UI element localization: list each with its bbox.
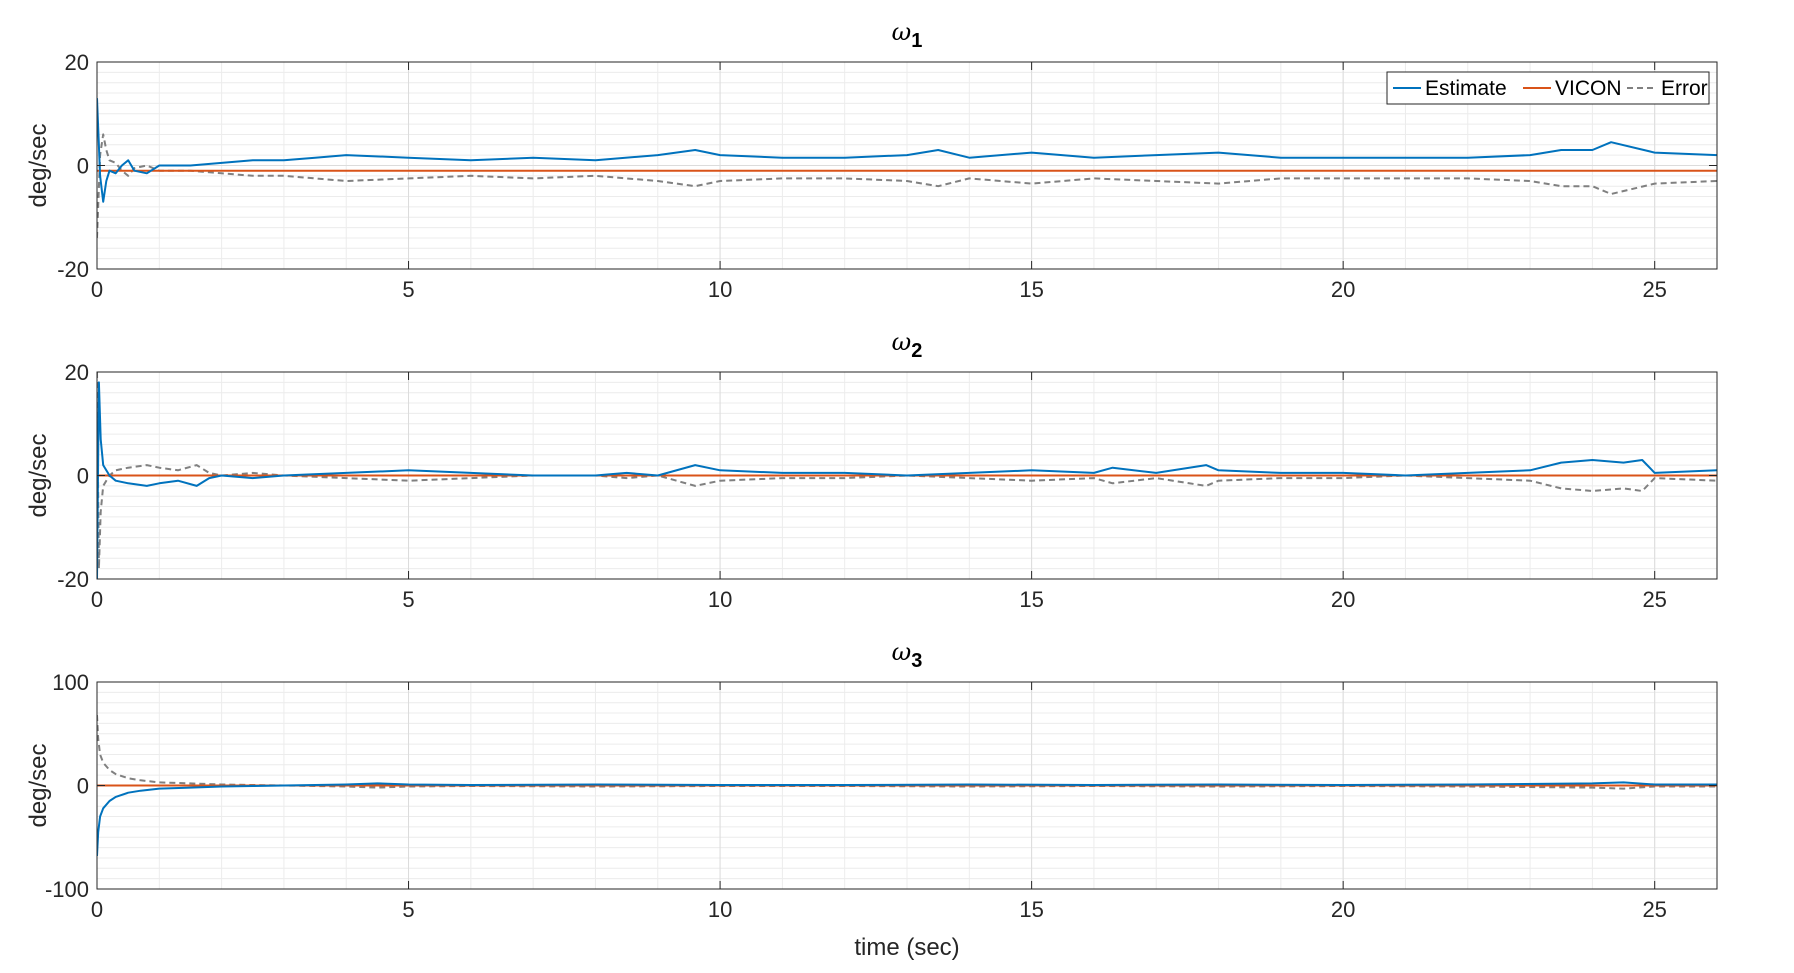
- x-tick-label: 5: [402, 277, 414, 302]
- x-tick-label: 25: [1642, 587, 1666, 612]
- y-tick-label: 100: [52, 670, 89, 695]
- x-tick-label: 15: [1019, 277, 1043, 302]
- series-line-estimate: [97, 781, 1717, 856]
- x-tick-label: 20: [1331, 277, 1355, 302]
- legend: Estimate VICON Error: [1386, 71, 1710, 105]
- legend-label-vicon: VICON: [1555, 77, 1622, 100]
- y-tick-label: 0: [77, 154, 89, 179]
- x-tick-label: 20: [1331, 587, 1355, 612]
- y-tick-label: 20: [65, 360, 89, 385]
- x-tick-label: 15: [1019, 587, 1043, 612]
- y-tick-label: 0: [77, 774, 89, 799]
- series-line-estimate: [97, 98, 1717, 203]
- legend-label-estimate: Estimate: [1425, 77, 1507, 100]
- x-tick-label: 0: [91, 587, 103, 612]
- subplot-title: ω3: [892, 638, 923, 672]
- series-line-error: [97, 133, 1717, 238]
- y-axis-label: deg/sec: [25, 433, 52, 517]
- y-axis-label: deg/sec: [25, 743, 52, 827]
- x-tick-label: 15: [1019, 897, 1043, 922]
- x-tick-label: 25: [1642, 277, 1666, 302]
- y-tick-label: -100: [45, 877, 89, 902]
- x-tick-label: 0: [91, 277, 103, 302]
- y-tick-label: -20: [57, 257, 89, 282]
- x-tick-label: 10: [708, 897, 732, 922]
- y-tick-label: 0: [77, 464, 89, 489]
- y-tick-label: 20: [65, 50, 89, 75]
- subplot-title: ω1: [892, 18, 923, 52]
- legend-label-error: Error: [1661, 77, 1708, 100]
- x-tick-label: 25: [1642, 897, 1666, 922]
- x-tick-label: 10: [708, 587, 732, 612]
- subplot-title: ω2: [892, 328, 923, 362]
- x-axis-label: time (sec): [854, 934, 959, 961]
- x-tick-label: 5: [402, 897, 414, 922]
- series-line-estimate: [97, 381, 1717, 579]
- series-line-error: [97, 372, 1717, 570]
- y-axis-label: deg/sec: [25, 123, 52, 207]
- x-tick-label: 10: [708, 277, 732, 302]
- x-tick-label: 0: [91, 897, 103, 922]
- x-tick-label: 5: [402, 587, 414, 612]
- x-tick-label: 20: [1331, 897, 1355, 922]
- y-tick-label: -20: [57, 567, 89, 592]
